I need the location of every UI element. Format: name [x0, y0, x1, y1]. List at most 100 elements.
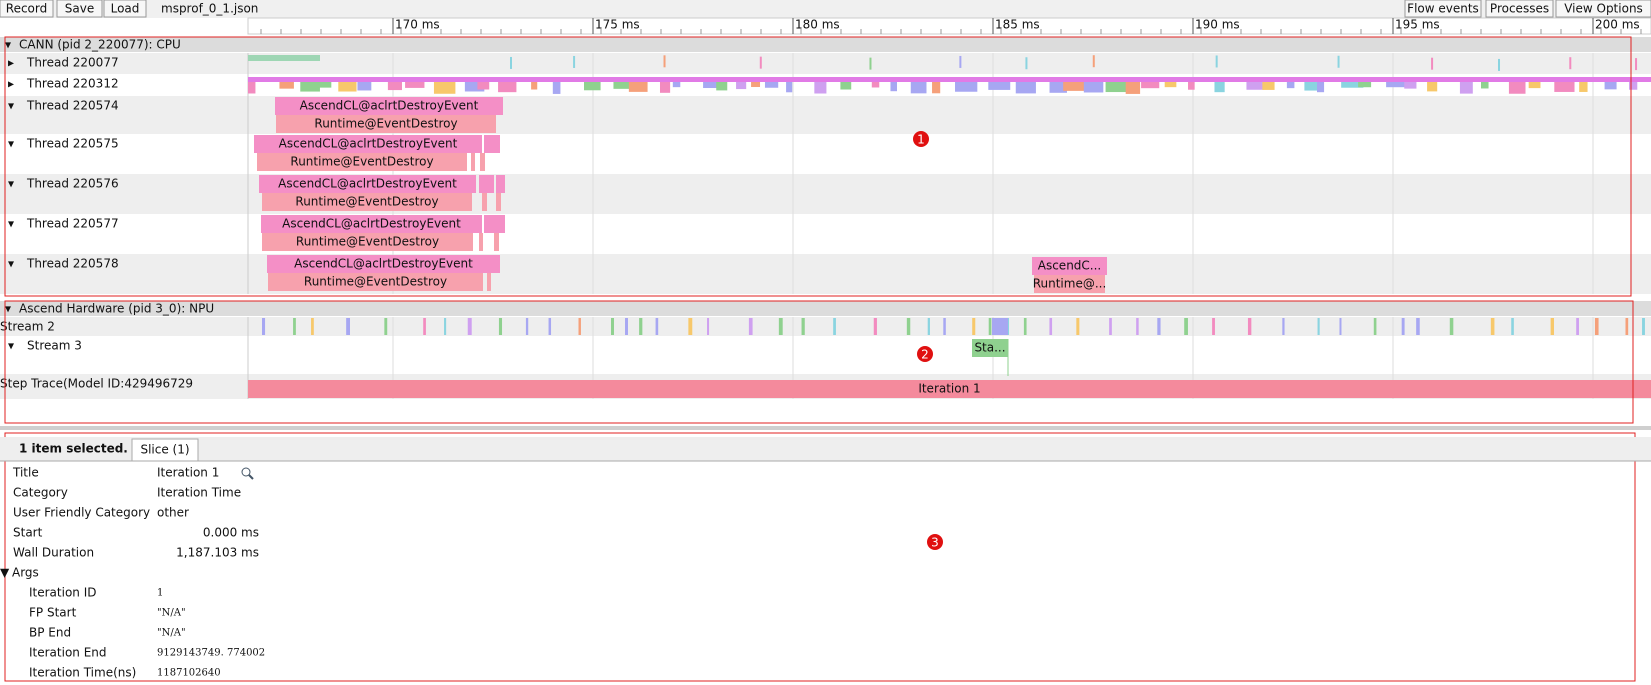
activity: [510, 56, 512, 69]
button-label[interactable]: Flow events: [1407, 2, 1479, 16]
slice-label[interactable]: Iteration 1: [918, 382, 980, 396]
arg-value: "N/A": [157, 628, 186, 639]
field-value: 0.000 ms: [203, 526, 259, 540]
slice[interactable]: [471, 153, 475, 171]
arg-name: Iteration ID: [29, 586, 97, 600]
button[interactable]: [1485, 0, 1554, 18]
button[interactable]: [0, 0, 54, 18]
slice-label[interactable]: Runtime@...: [1033, 277, 1107, 291]
slice[interactable]: [479, 175, 494, 193]
slice[interactable]: [262, 193, 472, 211]
slice-label[interactable]: Runtime@EventDestroy: [296, 235, 439, 249]
slice[interactable]: [482, 193, 487, 211]
activity: [988, 82, 1011, 90]
slice[interactable]: [268, 273, 483, 291]
activity: [801, 318, 805, 335]
slice[interactable]: [1032, 257, 1107, 275]
button[interactable]: [1555, 0, 1651, 18]
tab-label[interactable]: Slice (1): [140, 443, 189, 457]
slice[interactable]: [972, 339, 1008, 357]
slice[interactable]: [257, 153, 467, 171]
slice[interactable]: [496, 175, 505, 193]
activity: [1076, 318, 1080, 335]
expand-arrow: ▸: [8, 77, 14, 91]
activity: [248, 77, 1651, 82]
slice[interactable]: [479, 233, 483, 251]
slice-label[interactable]: Runtime@EventDestroy: [314, 117, 457, 131]
process-header: [0, 37, 1651, 52]
slice-label[interactable]: AscendCL@aclrtDestroyEvent: [279, 137, 458, 151]
track-label: Step Trace(Model ID:429496729: [0, 377, 193, 391]
slice[interactable]: [1034, 275, 1105, 293]
slice[interactable]: [259, 175, 476, 193]
activity: [873, 318, 877, 335]
slice[interactable]: [276, 115, 496, 133]
button-label[interactable]: Load: [111, 2, 140, 16]
slice-label[interactable]: AscendCL@aclrtDestroyEvent: [300, 99, 479, 113]
slice-label[interactable]: Sta...: [974, 341, 1005, 355]
activity: [1247, 318, 1252, 335]
arg-value: 9129143749. 774002: [157, 648, 265, 659]
expand-arrow: ▾: [8, 99, 14, 113]
activity: [1579, 82, 1588, 92]
arg-name: Iteration Time(ns): [29, 666, 136, 680]
search-icon[interactable]: [241, 467, 251, 477]
field-name: Category: [13, 486, 68, 500]
field-name: User Friendly Category: [13, 506, 150, 520]
activity: [311, 318, 314, 335]
slice-label[interactable]: Runtime@EventDestroy: [295, 195, 438, 209]
activity: [573, 55, 576, 68]
slice[interactable]: [261, 215, 482, 233]
slice-label[interactable]: Runtime@EventDestroy: [290, 155, 433, 169]
button-label[interactable]: View Options: [1564, 2, 1643, 16]
button[interactable]: [56, 0, 103, 18]
slice[interactable]: [487, 273, 491, 291]
slice[interactable]: [494, 233, 499, 251]
slice[interactable]: [496, 193, 501, 211]
activity: [932, 82, 941, 94]
activity: [293, 318, 296, 335]
slice-label[interactable]: AscendCL@aclrtDestroyEvent: [282, 217, 461, 231]
button[interactable]: [1404, 0, 1482, 18]
slice-label[interactable]: Runtime@EventDestroy: [304, 275, 447, 289]
slice[interactable]: [480, 153, 485, 171]
activity: [639, 318, 643, 335]
activity: [1569, 57, 1572, 70]
activity: [1049, 318, 1053, 335]
activity: [1109, 318, 1112, 335]
activity: [1015, 82, 1036, 94]
slice[interactable]: [248, 380, 1651, 398]
activity: [871, 82, 880, 88]
tab[interactable]: [131, 438, 199, 462]
slice-label[interactable]: AscendCL@aclrtDestroyEvent: [294, 257, 473, 271]
splitter: [0, 426, 1651, 430]
activity: [1164, 82, 1177, 88]
button-label[interactable]: Record: [6, 2, 47, 16]
activity: [1511, 318, 1514, 335]
activity: [1604, 82, 1617, 90]
activity: [1212, 318, 1215, 335]
search-icon[interactable]: [248, 474, 254, 480]
slice[interactable]: [254, 135, 482, 153]
slice[interactable]: [275, 97, 503, 115]
button-label[interactable]: Save: [65, 2, 94, 16]
activity: [384, 318, 388, 335]
activity: [688, 318, 693, 335]
slice-label[interactable]: AscendCL@aclrtDestroyEvent: [278, 177, 457, 191]
slice[interactable]: [484, 135, 500, 153]
activity: [1339, 318, 1342, 335]
slice-label[interactable]: AscendC...: [1038, 259, 1102, 273]
activity: [655, 318, 659, 335]
activity: [814, 82, 827, 94]
button[interactable]: [103, 0, 147, 18]
button-label[interactable]: Processes: [1490, 2, 1549, 16]
slice[interactable]: [262, 233, 473, 251]
activity: [433, 82, 456, 94]
expand-arrow: ▾: [8, 177, 14, 191]
track-label: Stream 2: [0, 320, 55, 334]
slice[interactable]: [267, 255, 500, 273]
activity: [759, 56, 762, 69]
field-name: Wall Duration: [13, 546, 94, 560]
slice[interactable]: [484, 215, 505, 233]
